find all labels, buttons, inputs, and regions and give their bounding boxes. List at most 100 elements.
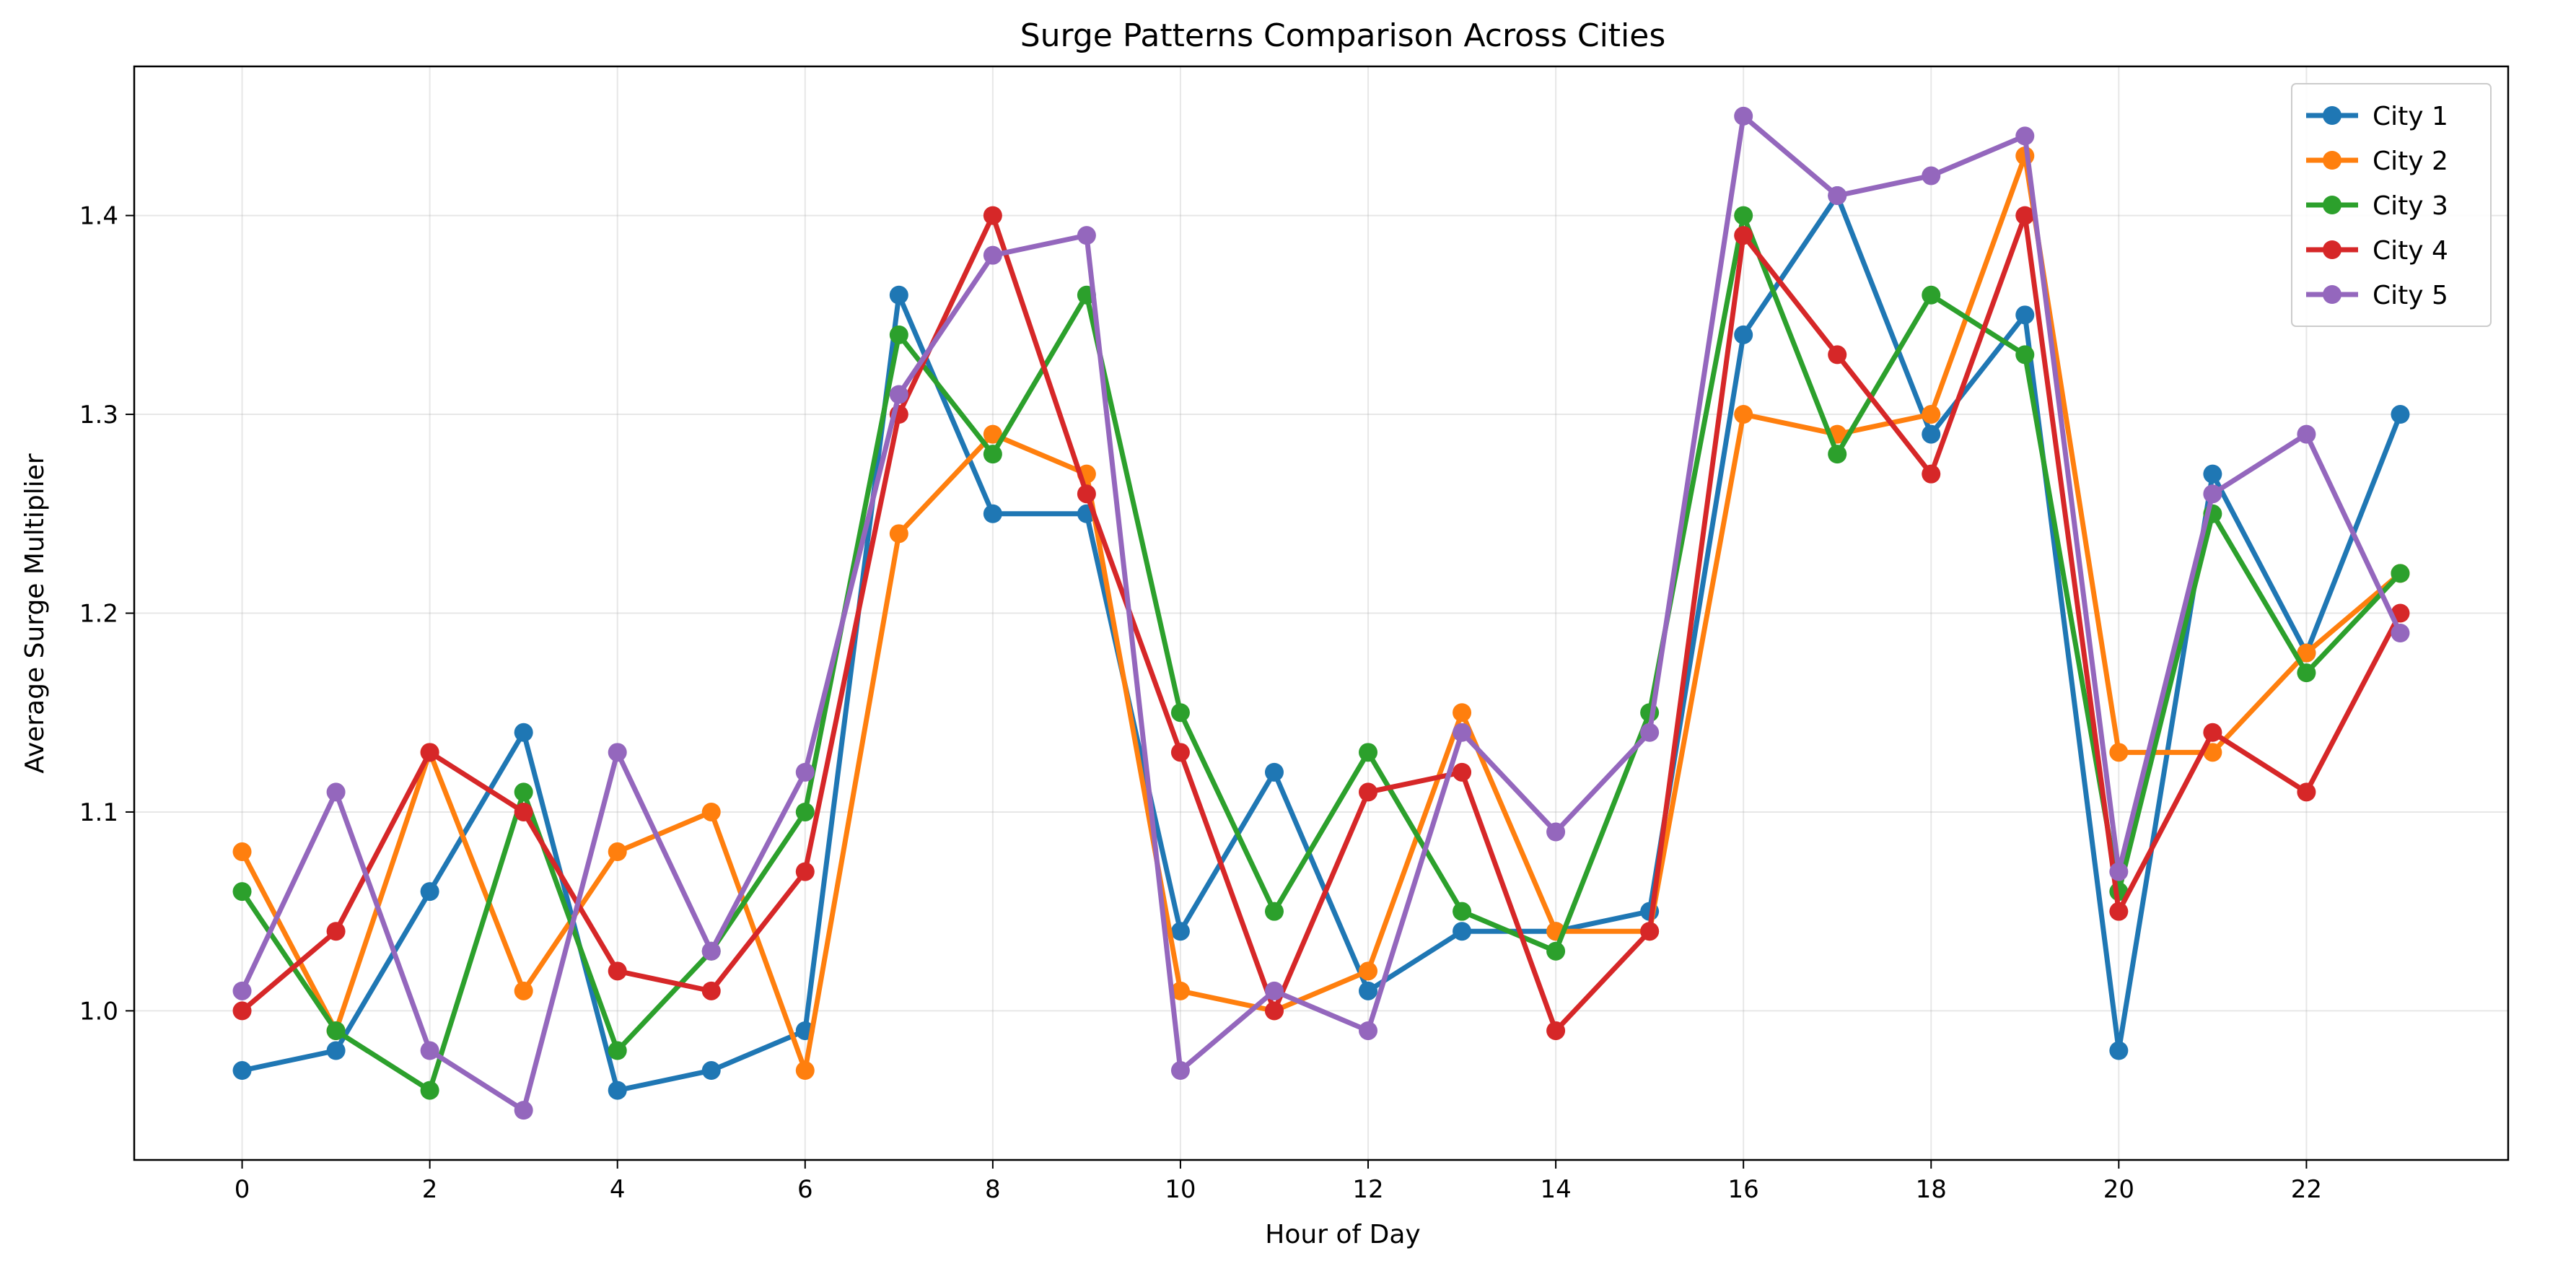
legend-label: City 3: [2373, 191, 2448, 221]
data-point: [514, 1101, 533, 1120]
data-point: [1170, 1061, 1190, 1081]
x-tick-label: 6: [797, 1175, 813, 1204]
data-point: [2203, 743, 2222, 762]
data-point: [514, 981, 533, 1000]
x-tick-label: 18: [1916, 1175, 1947, 1204]
series-line: [240, 213, 2403, 1034]
data-point: [889, 385, 908, 404]
data-point: [326, 1041, 346, 1060]
data-point: [701, 981, 721, 1000]
data-point: [232, 1061, 252, 1081]
data-point: [420, 1081, 439, 1100]
data-point: [889, 285, 908, 305]
data-point: [1922, 424, 1941, 444]
data-point: [232, 882, 252, 902]
x-tick-label: 2: [422, 1175, 438, 1204]
data-point: [1640, 922, 1660, 941]
x-tick-label: 14: [1540, 1175, 1571, 1204]
data-point: [701, 802, 721, 821]
x-tick-label: 20: [2103, 1175, 2134, 1204]
data-point: [326, 782, 346, 802]
legend-label: City 4: [2373, 236, 2448, 266]
legend-swatch-marker: [2323, 240, 2341, 259]
data-point: [2203, 484, 2222, 504]
data-point: [795, 1061, 815, 1081]
data-point: [2015, 345, 2035, 365]
data-point: [1359, 1021, 1378, 1040]
data-point: [1170, 981, 1190, 1000]
data-point: [420, 743, 439, 762]
data-point: [983, 206, 1002, 225]
y-axis-label: Average Surge Multiplier: [20, 453, 50, 774]
data-point: [795, 762, 815, 782]
legend-item: City 5: [2306, 281, 2448, 310]
data-point: [1828, 186, 1847, 206]
data-point: [1546, 941, 1566, 961]
x-tick-label: 12: [1352, 1175, 1383, 1204]
series-layer: [232, 106, 2410, 1120]
legend-item: City 3: [2306, 191, 2448, 221]
data-point: [983, 445, 1002, 464]
data-point: [420, 882, 439, 902]
data-point: [983, 245, 1002, 265]
data-point: [2109, 902, 2129, 921]
legend-frame: [2291, 83, 2492, 327]
data-point: [1077, 226, 1096, 245]
data-point: [1828, 445, 1847, 464]
data-point: [1170, 743, 1190, 762]
data-point: [2203, 464, 2222, 484]
x-tick-label: 22: [2291, 1175, 2322, 1204]
data-point: [1922, 285, 1941, 305]
data-point: [1453, 902, 1472, 921]
data-point: [2015, 305, 2035, 325]
y-tick-label: 1.4: [79, 202, 118, 231]
data-point: [795, 802, 815, 821]
series-line: [240, 213, 2403, 1094]
data-point: [420, 1041, 439, 1060]
data-point: [1077, 484, 1096, 504]
data-point: [1922, 464, 1941, 484]
data-point: [889, 524, 908, 544]
data-point: [1170, 922, 1190, 941]
data-point: [983, 504, 1002, 523]
legend-swatch-marker: [2323, 151, 2341, 170]
data-point: [608, 842, 627, 862]
y-tick-label: 1.1: [79, 798, 118, 827]
data-point: [232, 1001, 252, 1021]
data-point: [2203, 723, 2222, 742]
series-5: [232, 106, 2410, 1120]
data-point: [608, 1041, 627, 1060]
data-point: [2109, 862, 2129, 881]
x-tick-label: 10: [1165, 1175, 1196, 1204]
data-point: [701, 941, 721, 961]
data-point: [2391, 564, 2410, 583]
data-point: [1359, 782, 1378, 802]
data-point: [2015, 126, 2035, 146]
data-point: [608, 1081, 627, 1100]
data-point: [983, 424, 1002, 444]
data-point: [2391, 405, 2410, 424]
data-point: [1264, 762, 1284, 782]
legend-label: City 5: [2373, 281, 2448, 310]
data-point: [1734, 226, 1753, 245]
data-point: [889, 325, 908, 344]
data-point: [2297, 663, 2316, 683]
y-axis: 1.0 1.1 1.2 1.3 1.4: [79, 202, 134, 1026]
y-tick-label: 1.2: [79, 600, 118, 629]
data-point: [232, 981, 252, 1000]
data-point: [608, 743, 627, 762]
data-point: [2109, 1041, 2129, 1060]
data-point: [514, 723, 533, 742]
data-point: [1170, 703, 1190, 723]
data-point: [2297, 782, 2316, 802]
data-point: [232, 842, 252, 862]
data-point: [1922, 405, 1941, 424]
data-point: [1828, 345, 1847, 365]
series-line: [240, 113, 2403, 1113]
data-point: [326, 1021, 346, 1040]
chart-title: Surge Patterns Comparison Across Cities: [1020, 17, 1666, 54]
x-axis-label: Hour of Day: [1265, 1220, 1420, 1249]
data-point: [1734, 106, 1753, 126]
